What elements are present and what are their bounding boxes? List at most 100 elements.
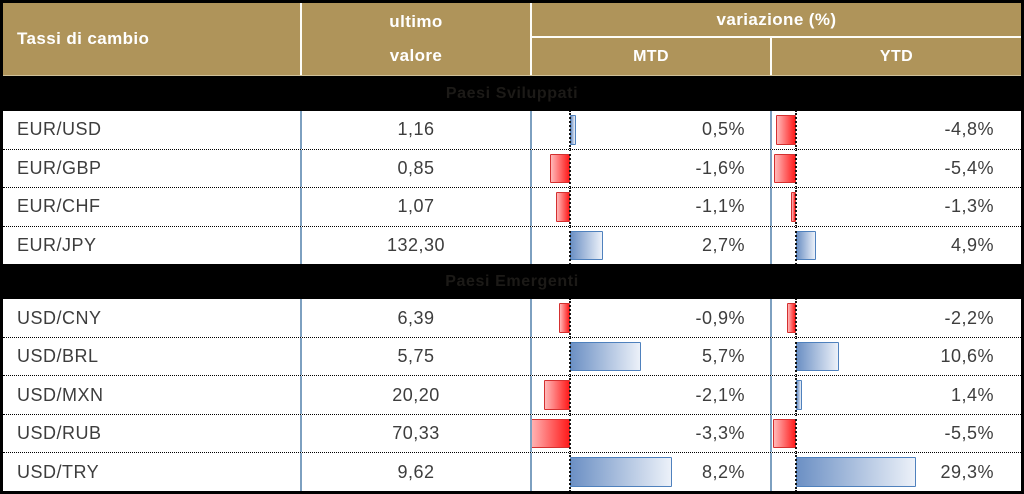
last-value-cell: 5,75 <box>302 337 532 376</box>
ytd-cell: 4,9% <box>772 226 1021 265</box>
negative-change-bar <box>556 192 570 222</box>
currency-pair-label: USD/TRY <box>17 461 100 482</box>
change-percent: -1,6% <box>695 157 745 178</box>
currency-pair-label: USD/RUB <box>17 423 102 444</box>
ytd-cell: -2,2% <box>772 299 1021 337</box>
zero-baseline <box>795 149 797 188</box>
zero-baseline <box>795 376 797 414</box>
zero-baseline <box>569 226 571 265</box>
table-title: Tassi di cambio <box>3 3 302 75</box>
zero-baseline <box>569 453 571 491</box>
zero-baseline <box>569 111 571 149</box>
currency-pair-cell: USD/TRY <box>3 453 302 491</box>
mtd-cell: 8,2% <box>532 453 772 491</box>
change-percent: 4,9% <box>950 234 994 255</box>
change-percent: -5,4% <box>944 157 994 178</box>
negative-change-bar <box>773 153 796 184</box>
table-row: USD/CNY 6,39 -0,9% -2,2% <box>3 299 1021 337</box>
section-band: Paesi Emergenti <box>3 264 1021 300</box>
negative-change-bar <box>550 153 570 184</box>
mtd-cell: -3,3% <box>532 414 772 453</box>
last-value: 1,07 <box>397 196 435 217</box>
mtd-cell: -0,9% <box>532 299 772 337</box>
mtd-column-header: MTD <box>532 38 772 75</box>
zero-baseline <box>569 188 571 226</box>
last-value-cell: 9,62 <box>302 453 532 491</box>
table-row: EUR/USD 1,16 0,5% -4,8% <box>3 111 1021 149</box>
zero-baseline <box>569 149 571 188</box>
positive-change-bar <box>570 230 604 261</box>
zero-baseline <box>795 111 797 149</box>
zero-baseline <box>569 376 571 414</box>
last-value: 0,85 <box>397 157 435 178</box>
change-percent: -5,5% <box>944 423 994 444</box>
mtd-cell: -1,1% <box>532 188 772 226</box>
last-value-cell: 1,16 <box>302 111 532 149</box>
currency-pair-cell: EUR/JPY <box>3 226 302 265</box>
currency-pair-cell: USD/RUB <box>3 414 302 453</box>
zero-baseline <box>795 414 797 453</box>
currency-pair-cell: EUR/USD <box>3 111 302 149</box>
change-percent: -2,2% <box>944 307 994 328</box>
variation-header: variazione (%) <box>532 3 1021 38</box>
currency-pair-label: EUR/CHF <box>17 196 101 217</box>
change-percent: -0,9% <box>695 307 745 328</box>
ytd-column-header: YTD <box>879 47 914 65</box>
zero-baseline <box>569 414 571 453</box>
ytd-cell: 1,4% <box>772 376 1021 414</box>
change-percent: -2,1% <box>695 384 745 405</box>
last-value: 70,33 <box>392 423 440 444</box>
positive-change-bar <box>796 341 840 372</box>
negative-change-bar <box>532 418 570 449</box>
last-value-cell: 132,30 <box>302 226 532 265</box>
last-value-column-header: ultimo valore <box>302 3 532 75</box>
table-row: USD/TRY 9,62 8,2% 29,3% <box>3 452 1021 491</box>
change-percent: -1,1% <box>695 196 745 217</box>
positive-change-bar <box>570 457 672 488</box>
table-row: USD/BRL 5,75 5,7% 10,6% <box>3 336 1021 376</box>
change-percent: 29,3% <box>940 461 994 482</box>
change-percent: 1,4% <box>950 384 994 405</box>
currency-pair-cell: EUR/GBP <box>3 149 302 188</box>
zero-baseline <box>569 299 571 337</box>
last-value: 5,75 <box>397 346 435 367</box>
mtd-cell: -1,6% <box>532 149 772 188</box>
table-row: USD/RUB 70,33 -3,3% -5,5% <box>3 413 1021 453</box>
variation-column-group: variazione (%) MTD YTD <box>532 3 1021 75</box>
zero-baseline <box>795 337 797 376</box>
last-value: 132,30 <box>386 234 446 255</box>
mtd-cell: 2,7% <box>532 226 772 265</box>
section-label: Paesi Emergenti <box>445 272 579 290</box>
currency-pair-label: EUR/USD <box>17 119 102 140</box>
last-value: 1,16 <box>397 119 435 140</box>
ytd-cell: -5,5% <box>772 414 1021 453</box>
currency-pair-label: USD/BRL <box>17 346 99 367</box>
zero-baseline <box>569 337 571 376</box>
currency-pair-cell: USD/CNY <box>3 299 302 337</box>
ytd-cell: -1,3% <box>772 188 1021 226</box>
section-band: Paesi Sviluppati <box>3 76 1021 111</box>
change-percent: -4,8% <box>944 119 994 140</box>
section-rows: EUR/USD 1,16 0,5% -4,8% EUR/GBP 0,85 -1,6% -5,4… <box>3 111 1021 265</box>
last-value-cell: 6,39 <box>302 299 532 337</box>
table-header: Tassi di cambio ultimo valore variazione… <box>3 3 1021 76</box>
last-value: 6,39 <box>397 307 435 328</box>
negative-change-bar <box>773 418 796 449</box>
section-label: Paesi Sviluppati <box>445 84 579 102</box>
last-value-cell: 20,20 <box>302 376 532 414</box>
currency-pair-cell: EUR/CHF <box>3 188 302 226</box>
negative-change-bar <box>776 115 796 145</box>
currency-pair-label: USD/CNY <box>17 307 102 328</box>
table-row: EUR/CHF 1,07 -1,1% -1,3% <box>3 187 1021 226</box>
negative-change-bar <box>543 380 570 410</box>
change-percent: 8,2% <box>701 461 745 482</box>
positive-change-bar <box>796 457 917 488</box>
change-percent: 10,6% <box>940 346 994 367</box>
change-percent: 2,7% <box>701 234 745 255</box>
ytd-cell: -4,8% <box>772 111 1021 149</box>
zero-baseline <box>795 299 797 337</box>
ytd-cell: 29,3% <box>772 453 1021 491</box>
zero-baseline <box>795 188 797 226</box>
change-percent: -1,3% <box>944 196 994 217</box>
